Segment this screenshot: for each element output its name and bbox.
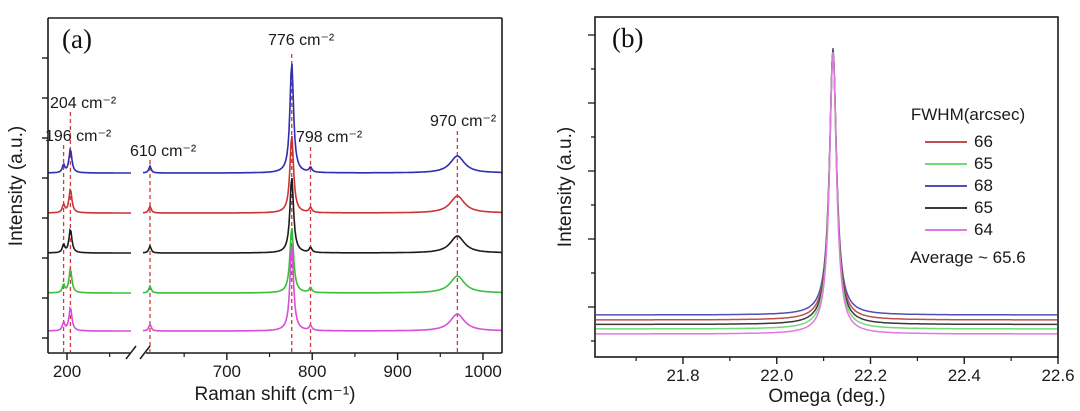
panel-b-frame (594, 16, 1059, 358)
peak-annotation-196: 196 cm⁻² (45, 128, 112, 145)
legend-line-swatch (925, 163, 967, 165)
peak-annotation-610: 610 cm⁻² (130, 143, 197, 160)
legend-line-swatch (925, 207, 967, 209)
panel-a-label: (a) (62, 24, 92, 54)
legend-row: 65 (925, 154, 993, 173)
axis-break-mark (125, 345, 137, 360)
peak-annotation-776: 776 cm⁻² (268, 32, 335, 49)
raman-curve-spectrum-green (48, 227, 502, 294)
legend-row: 65 (925, 198, 993, 217)
legend-fwhm-value: 66 (974, 132, 993, 151)
x-tick-label: 900 (383, 362, 411, 381)
x-tick-label: 1000 (464, 362, 502, 381)
legend-fwhm-value: 65 (974, 198, 993, 217)
legend-title: FWHM(arcsec) (910, 105, 1026, 124)
x-tick-label: 21.8 (666, 366, 699, 385)
x-tick-label: 22.0 (760, 366, 793, 385)
legend-fwhm-value: 64 (974, 220, 993, 239)
legend-line-swatch (925, 229, 967, 231)
peak-annotation-204: 204 cm⁻² (50, 95, 117, 112)
x-tick-label: 700 (213, 362, 241, 381)
peak-annotation-970: 970 cm⁻² (430, 113, 497, 130)
rocking-curve-rocking-magenta (596, 52, 1057, 335)
x-tick-label: 200 (53, 362, 81, 381)
raman-curve-spectrum-blue (48, 63, 502, 174)
panel-b-y-axis-title: Intensity (a.u.) (555, 126, 576, 248)
panel-b-x-axis-title: Omega (deg.) (768, 386, 886, 407)
panel-a-x-axis-title: Raman shift (cm⁻¹) (194, 384, 356, 405)
legend-fwhm-value: 65 (974, 154, 993, 173)
axis-break-mark (139, 345, 151, 360)
legend-average-note: Average ~ 65.6 (910, 248, 1026, 267)
legend-line-swatch (925, 185, 967, 187)
panel-b-label: (b) (612, 23, 644, 53)
peak-annotation-798: 798 cm⁻² (296, 129, 363, 146)
x-tick-label: 800 (298, 362, 326, 381)
legend-row: 68 (925, 176, 993, 195)
raman-curve-spectrum-red (48, 135, 502, 214)
panel-a-y-axis-title: Intensity (a.u.) (6, 125, 27, 247)
raman-curve-spectrum-black (48, 177, 502, 254)
legend-fwhm-value: 68 (974, 176, 993, 195)
x-tick-label: 22.6 (1041, 366, 1074, 385)
legend-row: 64 (925, 220, 993, 239)
x-tick-label: 22.2 (854, 366, 887, 385)
legend-line-swatch (925, 141, 967, 143)
x-tick-label: 22.4 (948, 366, 981, 385)
legend-row: 66 (925, 132, 993, 151)
raman-curve-spectrum-magenta (48, 246, 502, 332)
